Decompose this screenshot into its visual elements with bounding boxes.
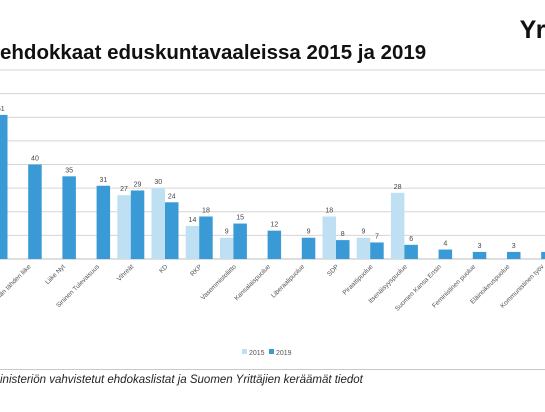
bar-2019 — [130, 190, 145, 259]
data-label: 7 — [375, 233, 379, 240]
data-label: 28 — [394, 184, 402, 191]
data-labels: 7661403531272930241418915129188972864333 — [0, 106, 516, 250]
bar-2015 — [185, 225, 200, 259]
legend: 2015 2019 — [242, 349, 292, 357]
bar-2019 — [96, 185, 111, 259]
data-label: 15 — [236, 215, 244, 222]
bar-2019 — [267, 230, 282, 259]
brand-logo: Yr — [519, 16, 545, 44]
category-label: RKP — [189, 263, 203, 277]
bar-2019 — [301, 237, 316, 259]
bar-2019 — [233, 223, 247, 259]
data-label: 6 — [409, 236, 413, 243]
bar-2015 — [219, 237, 234, 259]
bar-2019 — [199, 216, 213, 259]
data-label: 61 — [0, 106, 5, 113]
data-label: 9 — [307, 229, 311, 236]
bar-2019 — [507, 251, 521, 259]
bar-2019 — [28, 164, 42, 259]
category-label: Piraattipuolue — [342, 263, 375, 296]
category-label: Vasemmistoliitto — [200, 263, 238, 301]
data-label: 14 — [189, 217, 197, 224]
bar-2019 — [165, 202, 179, 259]
category-label: Liike Nyt — [44, 263, 67, 286]
category-label: SDP — [326, 263, 340, 277]
category-label: KD — [158, 263, 170, 275]
bar-2015 — [151, 188, 165, 259]
data-label: 18 — [202, 207, 210, 214]
bars — [0, 114, 545, 259]
bar-2015 — [117, 195, 131, 259]
bar-2019 — [370, 242, 384, 259]
bar-2019 — [404, 244, 418, 259]
data-label: 3 — [512, 243, 516, 250]
data-label: 9 — [225, 229, 229, 236]
category-label: Vihreät — [116, 263, 136, 283]
bar-2015 — [356, 237, 371, 259]
bar-2019 — [438, 249, 453, 259]
bar-2019 — [336, 240, 350, 259]
bar-2019 — [0, 114, 8, 259]
category-label: Liberaalipuolue — [270, 263, 306, 299]
data-label: 29 — [134, 181, 142, 188]
category-label: Kansalaispuolue — [233, 263, 272, 302]
data-label: 30 — [154, 179, 162, 186]
data-label: 35 — [65, 167, 73, 174]
bar-2019 — [472, 251, 487, 259]
data-label: 9 — [361, 229, 365, 236]
data-label: 40 — [31, 156, 39, 163]
data-label: 12 — [270, 222, 278, 229]
source-note: inisteriön vahvistetut ehdokaslistat ja … — [0, 374, 363, 386]
data-label: 31 — [99, 177, 107, 184]
legend-label-2015: 2015 — [249, 350, 265, 357]
data-label: 3 — [478, 243, 482, 250]
data-label: 27 — [120, 186, 128, 193]
category-label: Seitsemän tähden liike — [0, 263, 33, 314]
chart-title: ehdokkaat eduskuntavaaleissa 2015 ja 201… — [0, 41, 427, 64]
data-label: 18 — [325, 207, 333, 214]
divider — [0, 369, 545, 370]
bar-2019 — [541, 251, 545, 259]
bar-chart: 7661403531272930241418915129188972864333… — [0, 69, 545, 357]
legend-swatch-2019 — [269, 349, 274, 354]
data-label: 8 — [341, 231, 345, 238]
bar-2019 — [62, 176, 76, 259]
bar-2015 — [390, 192, 405, 259]
data-label: 4 — [443, 241, 447, 248]
legend-swatch-2015 — [242, 349, 247, 354]
data-label: 24 — [168, 193, 176, 200]
bar-2015 — [322, 216, 336, 259]
legend-label-2019: 2019 — [276, 350, 292, 357]
